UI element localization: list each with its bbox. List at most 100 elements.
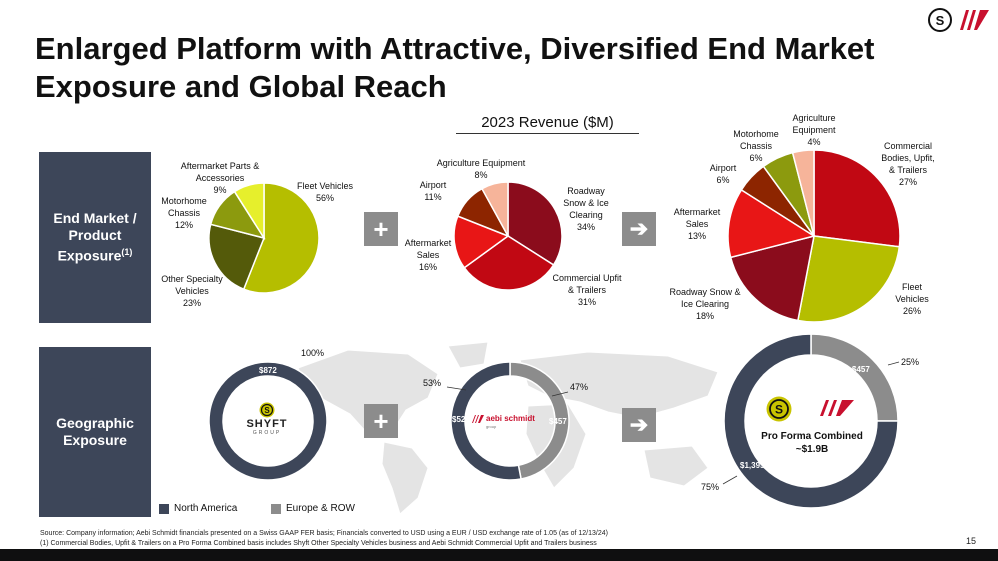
combined-donut-north-america	[723, 333, 899, 509]
legend-europe-row: Europe & ROW	[271, 503, 355, 514]
combined-label-airport: Airport 6%	[700, 162, 746, 186]
combined-shyft-logo: S	[766, 396, 794, 424]
combined-donut-pct-europe: 25%	[901, 357, 920, 367]
combined-label-motorhome-line-3: 6%	[749, 153, 763, 163]
shyft-label-aftermarket-line-2: Accessories	[195, 173, 245, 183]
aebi-label-roadway-line-1: Roadway	[567, 186, 605, 196]
revenue-title: 2023 Revenue ($M)	[456, 114, 639, 134]
combined-slice-agriculture-equipment	[791, 149, 815, 237]
row-label-end-market: End Market / Product Exposure(1)	[39, 152, 151, 323]
svg-text:S: S	[775, 403, 783, 417]
shyft-group-text: GROUP	[252, 430, 282, 436]
aebi-donut-logo: aebi schmidt group	[472, 412, 548, 432]
combined-label-aftermarket: Aftermarket Sales 13%	[664, 206, 730, 242]
aebi-donut-north-america	[450, 361, 522, 481]
shyft-wordmark: SHYFT	[246, 418, 288, 430]
shyft-slice-other-specialty-vehicles	[208, 223, 266, 291]
aebi-leader-europe	[551, 391, 569, 397]
aebi-label-commercial-upfit-line-3: 31%	[577, 297, 596, 307]
aebi-mark-icon	[472, 415, 484, 423]
shyft-donut-north-america	[208, 361, 328, 481]
page-title-line-1: Enlarged Platform with Attractive, Diver…	[35, 31, 875, 66]
combined-slice-commercial-bodies-upfit-trailers	[813, 149, 901, 248]
combined-label-fleet-line-3: 26%	[902, 306, 921, 316]
aebi-donut-value-na: $523	[452, 415, 470, 424]
shyft-label-fleet-vehicles-line-1: Fleet Vehicles	[296, 181, 354, 191]
aebi-label-roadway-line-3: Clearing	[569, 210, 603, 220]
combined-label-agriculture-line-3: 4%	[807, 137, 821, 147]
page-title-line-2: Exposure and Global Reach	[35, 69, 447, 104]
combined-label-airport-line-1: Airport	[709, 163, 737, 173]
combined-label-airport-line-2: 6%	[716, 175, 730, 185]
aebi-label-commercial-upfit: Commercial Upfit & Trailers 31%	[544, 272, 630, 308]
row-label-end-market-line-1: End Market /	[53, 210, 137, 227]
footnote-source: Source: Company information; Aebi Schmid…	[40, 530, 608, 537]
combined-label-roadway: Roadway Snow & Ice Clearing 18%	[660, 286, 750, 322]
shyft-label-other-specialty-line-3: 23%	[182, 298, 201, 308]
aebi-label-commercial-upfit-line-1: Commercial Upfit	[552, 273, 622, 283]
aebi-label-airport: Airport 11%	[411, 179, 455, 203]
combined-label-commercial-bodies-line-4: 27%	[898, 177, 917, 187]
legend-label-north-america: North America	[174, 503, 238, 514]
aebi-label-agriculture-line-1: Agriculture Equipment	[436, 158, 526, 168]
combined-label-motorhome: Motorhome Chassis 6%	[724, 128, 788, 164]
arrow-operator-top: ➔	[622, 212, 656, 246]
aebi-donut-value-europe: $457	[549, 417, 567, 426]
shyft-donut-value-na: $872	[259, 366, 277, 375]
combined-label-motorhome-line-1: Motorhome	[733, 129, 779, 139]
combined-slice-fleet-vehicles	[797, 235, 901, 323]
aebi-label-aftermarket-line-3: 16%	[418, 262, 437, 272]
combined-label-commercial-bodies-line-3: & Trailers	[888, 165, 927, 175]
combined-label-commercial-bodies: Commercial Bodies, Upfit, & Trailers 27%	[872, 140, 944, 188]
row-label-end-market-line-2: Product	[68, 227, 122, 244]
pro-forma-center-line-2: ~$1.9B	[795, 444, 829, 455]
aebi-slice-agriculture-equipment	[480, 181, 509, 237]
combined-label-roadway-line-3: 18%	[695, 311, 714, 321]
aebi-label-aftermarket-line-2: Sales	[416, 250, 440, 260]
shyft-label-aftermarket-line-1: Aftermarket Parts &	[180, 161, 260, 171]
bottom-bar	[0, 549, 998, 561]
combined-donut-value-na: $1,395	[740, 461, 765, 470]
legend-label-europe-row: Europe & ROW	[286, 503, 355, 514]
aebi-label-airport-line-1: Airport	[419, 180, 447, 190]
aebi-label-roadway-line-4: 34%	[576, 222, 595, 232]
shyft-label-aftermarket-line-3: 9%	[213, 185, 227, 195]
shyft-label-fleet-vehicles: Fleet Vehicles 56%	[290, 180, 360, 204]
aebi-label-airport-line-2: 11%	[424, 192, 442, 202]
shyft-donut-pct-na: 100%	[301, 348, 325, 358]
shyft-slice-fleet-vehicles	[242, 182, 320, 294]
row-label-geographic-line-2: Exposure	[63, 432, 127, 448]
aebi-label-agriculture: Agriculture Equipment 8%	[426, 157, 536, 181]
aebi-slice-aftermarket-sales	[453, 215, 510, 269]
combined-label-commercial-bodies-line-1: Commercial	[883, 141, 932, 151]
combined-label-roadway-line-1: Roadway Snow &	[669, 287, 741, 297]
shyft-logo-icon	[928, 8, 952, 32]
aebi-label-commercial-upfit-line-2: & Trailers	[567, 285, 606, 295]
aebi-group-text: group	[486, 424, 497, 429]
pro-forma-center-line-1: Pro Forma Combined	[761, 431, 863, 442]
aebi-leader-north-america	[446, 386, 467, 391]
shyft-label-aftermarket: Aftermarket Parts & Accessories 9%	[172, 160, 268, 196]
aebi-donut-pct-na: 53%	[423, 378, 442, 388]
combined-leader-europe	[887, 361, 900, 366]
combined-label-agriculture: Agriculture Equipment 4%	[784, 112, 844, 148]
combined-label-motorhome-line-2: Chassis	[739, 141, 772, 151]
combined-label-fleet-line-1: Fleet	[901, 282, 922, 292]
aebi-wordmark: aebi schmidt	[486, 414, 535, 423]
footnote-marker: (1)	[121, 247, 133, 258]
shyft-label-other-specialty-line-2: Vehicles	[175, 286, 209, 296]
shyft-logo-letter: S	[936, 13, 945, 28]
shyft-label-other-specialty-line-1: Other Specialty	[161, 274, 223, 284]
footnote-1: (1) Commercial Bodies, Upfit & Trailers …	[40, 540, 597, 547]
company-logos: S	[928, 8, 989, 32]
row-label-end-market-line-3: Exposure	[57, 247, 122, 264]
legend-north-america: North America	[159, 503, 237, 514]
shyft-label-other-specialty: Other Specialty Vehicles 23%	[154, 273, 230, 309]
combined-label-agriculture-line-1: Agriculture	[792, 113, 836, 123]
shyft-label-motorhome-line-1: Motorhome	[161, 196, 207, 206]
shyft-label-motorhome-line-3: 12%	[174, 220, 193, 230]
combined-label-aftermarket-line-2: Sales	[685, 219, 709, 229]
